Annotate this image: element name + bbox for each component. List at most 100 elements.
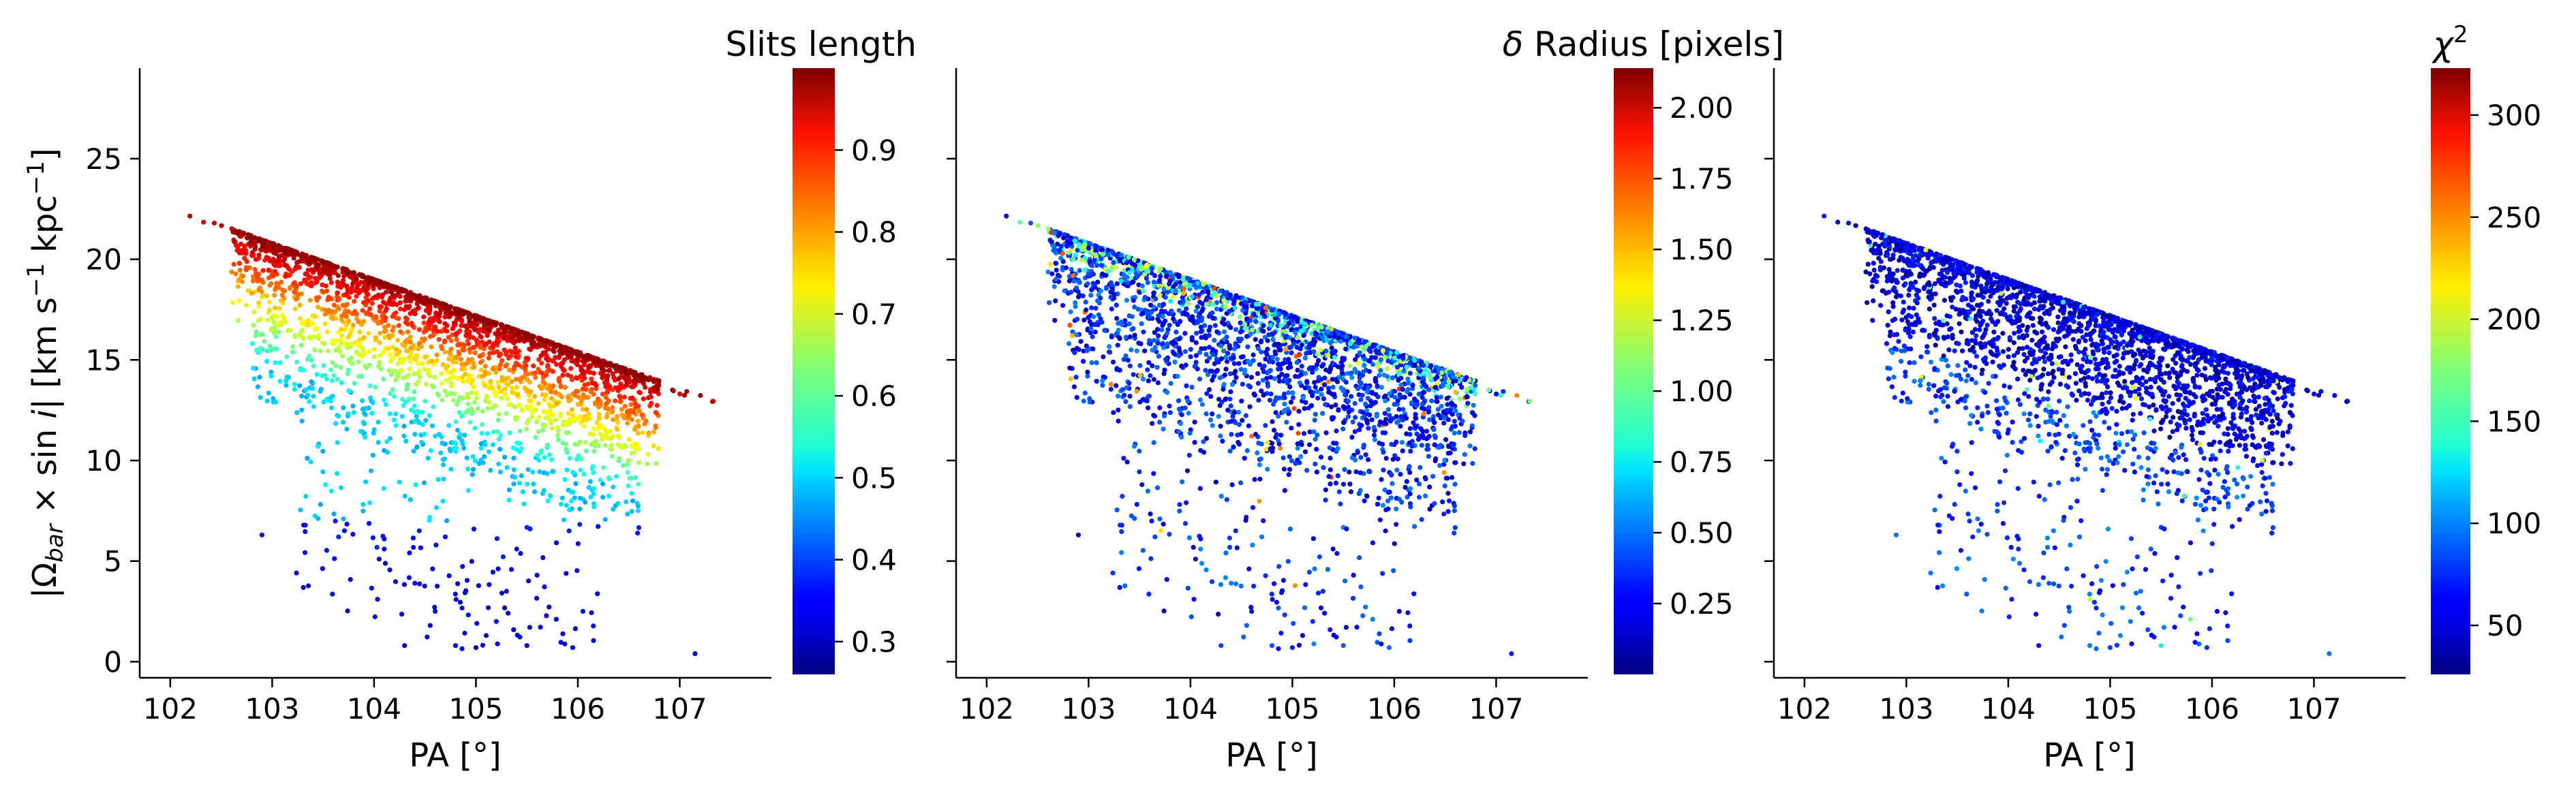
scatter-point xyxy=(294,410,300,416)
scatter-point xyxy=(1199,334,1204,340)
scatter-point xyxy=(401,433,407,439)
scatter-point xyxy=(417,581,423,587)
scatter-point xyxy=(557,379,562,384)
scatter-point xyxy=(1157,420,1163,425)
scatter-point xyxy=(382,546,387,552)
scatter-point xyxy=(641,375,647,380)
scatter-point xyxy=(400,396,405,402)
scatter-point xyxy=(1255,371,1261,377)
scatter-point xyxy=(397,306,403,312)
scatter-point xyxy=(1141,288,1146,294)
scatter-point xyxy=(1108,280,1114,285)
scatter-point xyxy=(237,261,243,266)
scatter-point xyxy=(292,307,298,312)
scatter-point xyxy=(396,316,401,322)
scatter-point xyxy=(294,251,301,257)
scatter-point xyxy=(1407,371,1413,376)
scatter-point xyxy=(591,426,597,431)
scatter-point xyxy=(656,446,661,452)
scatter-point xyxy=(1278,433,1284,438)
scatter-point xyxy=(388,289,394,295)
scatter-point xyxy=(1223,575,1228,580)
scatter-point xyxy=(1088,241,1093,247)
scatter-point xyxy=(1362,356,1368,362)
scatter-point xyxy=(1093,305,1099,311)
scatter-point xyxy=(295,292,301,297)
scatter-point xyxy=(1441,512,1447,517)
scatter-point xyxy=(612,363,617,369)
scatter-point xyxy=(1255,346,1261,351)
scatter-point xyxy=(328,280,334,285)
scatter-point xyxy=(403,320,410,326)
scatter-point xyxy=(1229,419,1234,424)
scatter-point xyxy=(387,567,393,573)
scatter-point xyxy=(1385,506,1391,512)
scatter-point xyxy=(598,371,604,376)
scatter-point xyxy=(503,363,508,369)
scatter-point xyxy=(1194,330,1199,336)
scatter-point xyxy=(498,389,504,394)
scatter-point xyxy=(457,328,463,334)
scatter-point xyxy=(1328,627,1333,633)
scatter-point xyxy=(495,566,501,572)
scatter-point xyxy=(1132,332,1137,338)
scatter-point xyxy=(1259,388,1264,394)
scatter-point xyxy=(1124,275,1130,280)
scatter-point xyxy=(408,334,413,340)
scatter-point xyxy=(487,400,492,405)
scatter-point xyxy=(354,284,360,290)
scatter-point xyxy=(1336,407,1341,412)
scatter-point xyxy=(1338,501,1343,507)
scatter-point xyxy=(635,418,641,424)
scatter-point xyxy=(1165,290,1170,295)
scatter-point xyxy=(1203,411,1209,417)
scatter-point xyxy=(1067,365,1073,371)
scatter-point xyxy=(528,389,534,394)
scatter-point xyxy=(1296,422,1302,427)
scatter-point xyxy=(1208,394,1214,399)
scatter-point xyxy=(255,384,260,390)
scatter-point xyxy=(266,390,271,396)
scatter-point xyxy=(460,564,465,569)
scatter-point xyxy=(636,460,641,465)
scatter-point xyxy=(303,387,309,392)
scatter-point xyxy=(437,310,443,316)
scatter-point xyxy=(566,430,572,436)
scatter-point xyxy=(265,317,271,323)
scatter-point xyxy=(1343,379,1349,385)
scatter-point xyxy=(1423,476,1428,482)
scatter-point xyxy=(453,597,459,602)
scatter-point xyxy=(354,276,359,281)
scatter-point xyxy=(1092,282,1097,287)
scatter-point xyxy=(604,414,610,420)
scatter-point xyxy=(435,328,440,334)
scatter-point xyxy=(352,309,358,315)
scatter-point xyxy=(1047,300,1052,305)
scatter-point xyxy=(1090,346,1096,351)
scatter-point xyxy=(393,411,399,417)
scatter-point xyxy=(1086,272,1091,277)
scatter-point xyxy=(1420,405,1425,411)
scatter-point xyxy=(542,397,547,403)
scatter-point xyxy=(367,383,373,389)
scatter-point xyxy=(1114,315,1120,322)
scatter-point xyxy=(302,279,307,284)
scatter-point xyxy=(582,382,587,388)
scatter-point xyxy=(1407,638,1413,644)
scatter-point xyxy=(393,579,399,584)
scatter-point xyxy=(549,358,555,364)
scatter-point xyxy=(532,370,538,376)
scatter-point xyxy=(309,267,314,272)
scatter-point xyxy=(461,446,467,451)
scatter-point xyxy=(1385,498,1391,504)
scatter-point xyxy=(557,354,562,359)
scatter-point xyxy=(1324,337,1330,343)
scatter-point xyxy=(1244,334,1250,339)
scatter-point xyxy=(1236,337,1241,342)
scatter-point xyxy=(1272,581,1277,587)
scatter-point xyxy=(1452,503,1457,509)
scatter-point xyxy=(709,398,716,405)
scatter-point xyxy=(538,450,544,455)
scatter-point xyxy=(1151,440,1156,446)
scatter-point xyxy=(524,388,530,394)
